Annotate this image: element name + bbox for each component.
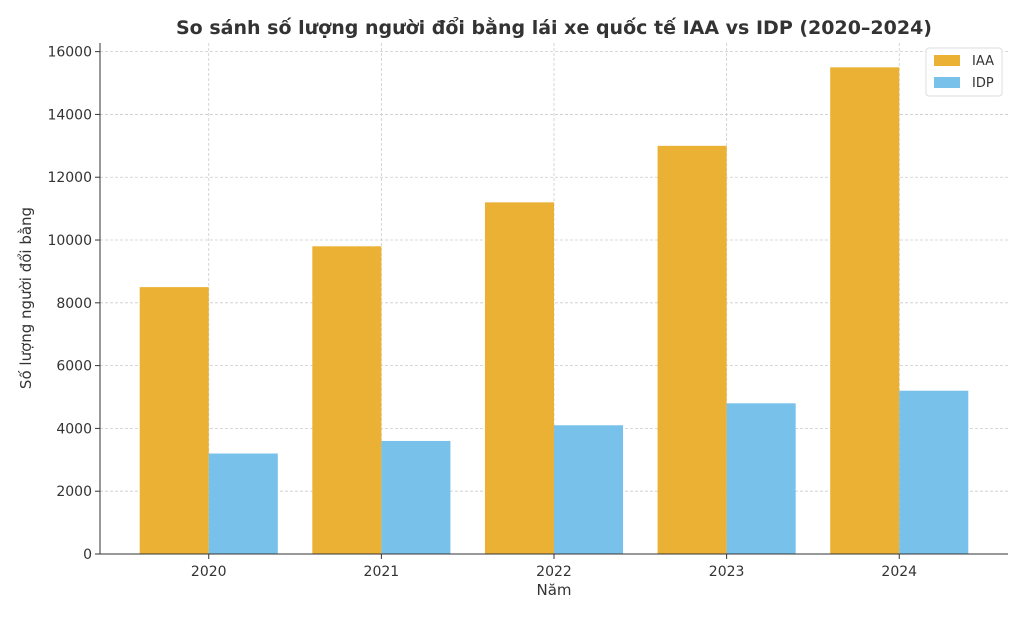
y-tick-label: 8000 — [56, 296, 92, 312]
legend-label-iaa: IAA — [972, 54, 994, 69]
x-tick-label: 2023 — [709, 564, 745, 580]
y-tick-label: 6000 — [56, 359, 92, 375]
bar-idp-2020 — [208, 453, 278, 554]
y-tick-label: 0 — [83, 547, 92, 563]
x-tick-label: 2024 — [881, 564, 917, 580]
legend: IAA IDP — [925, 47, 1003, 97]
bar-iaa-2024 — [830, 67, 900, 554]
y-tick-label: 2000 — [56, 484, 92, 500]
x-axis-label: Năm — [536, 581, 571, 599]
bar-iaa-2023 — [657, 145, 727, 555]
y-tick-label: 4000 — [56, 421, 92, 437]
legend-label-idp: IDP — [972, 76, 994, 91]
y-tick-label: 14000 — [47, 107, 92, 123]
y-tick-label: 10000 — [47, 233, 92, 249]
chart-title: So sánh số lượng người đổi bằng lái xe q… — [176, 16, 932, 39]
legend-swatch-iaa — [934, 55, 960, 66]
x-tick-label: 2022 — [536, 564, 572, 580]
bars — [139, 67, 969, 555]
bar-idp-2024 — [899, 390, 969, 554]
x-tick-label: 2020 — [191, 564, 227, 580]
bar-idp-2021 — [381, 440, 451, 554]
bar-iaa-2022 — [484, 202, 554, 554]
y-axis-label: Số lượng người đổi bằng — [17, 207, 35, 389]
bar-idp-2023 — [726, 403, 796, 554]
bar-idp-2022 — [554, 425, 624, 554]
axes: 0 2000 4000 6000 8000 10000 12000 14000 16000 202… — [47, 43, 1008, 580]
bar-iaa-2021 — [312, 246, 382, 554]
x-tick-label: 2021 — [364, 564, 400, 580]
bar-iaa-2020 — [139, 287, 209, 554]
y-tick-label: 16000 — [47, 45, 92, 61]
y-tick-label: 12000 — [47, 170, 92, 186]
legend-swatch-idp — [934, 77, 960, 88]
